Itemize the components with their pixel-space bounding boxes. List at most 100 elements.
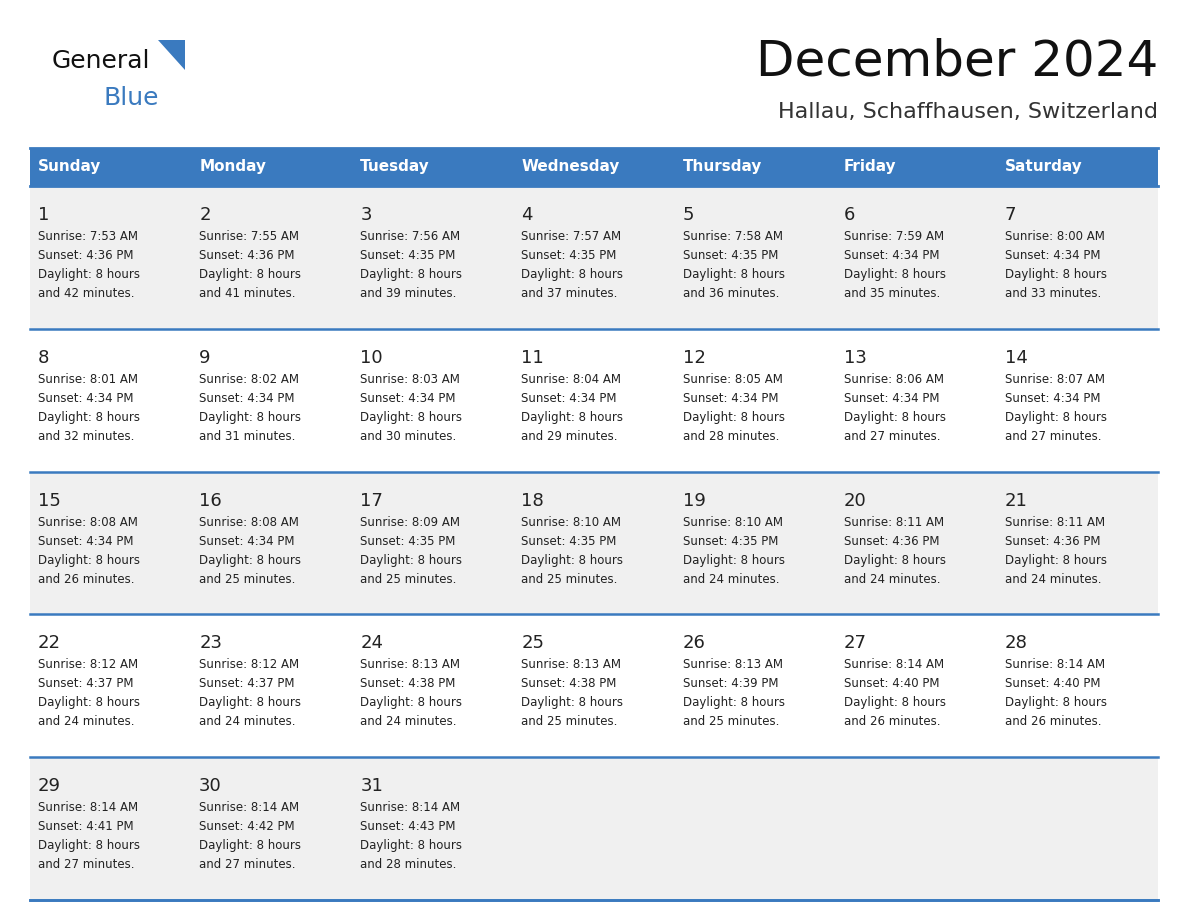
Text: and 42 minutes.: and 42 minutes. bbox=[38, 287, 134, 300]
Text: Sunrise: 8:13 AM: Sunrise: 8:13 AM bbox=[683, 658, 783, 671]
Text: Sunset: 4:42 PM: Sunset: 4:42 PM bbox=[200, 820, 295, 834]
Text: 24: 24 bbox=[360, 634, 384, 653]
Text: Sunset: 4:35 PM: Sunset: 4:35 PM bbox=[683, 534, 778, 548]
Text: Sunrise: 7:58 AM: Sunrise: 7:58 AM bbox=[683, 230, 783, 243]
Text: 14: 14 bbox=[1005, 349, 1028, 367]
Text: and 26 minutes.: and 26 minutes. bbox=[843, 715, 940, 728]
Text: Sunset: 4:34 PM: Sunset: 4:34 PM bbox=[360, 392, 456, 405]
Text: and 26 minutes.: and 26 minutes. bbox=[38, 573, 134, 586]
Text: Sunrise: 7:55 AM: Sunrise: 7:55 AM bbox=[200, 230, 299, 243]
Text: Daylight: 8 hours: Daylight: 8 hours bbox=[38, 697, 140, 710]
Text: Sunrise: 8:00 AM: Sunrise: 8:00 AM bbox=[1005, 230, 1105, 243]
Text: Sunset: 4:37 PM: Sunset: 4:37 PM bbox=[38, 677, 133, 690]
Text: Daylight: 8 hours: Daylight: 8 hours bbox=[843, 410, 946, 424]
Text: 4: 4 bbox=[522, 206, 533, 224]
Text: Daylight: 8 hours: Daylight: 8 hours bbox=[683, 268, 784, 281]
Text: Wednesday: Wednesday bbox=[522, 160, 620, 174]
Text: and 27 minutes.: and 27 minutes. bbox=[843, 430, 940, 442]
Text: and 25 minutes.: and 25 minutes. bbox=[522, 573, 618, 586]
Text: Sunset: 4:38 PM: Sunset: 4:38 PM bbox=[360, 677, 456, 690]
Text: Sunset: 4:36 PM: Sunset: 4:36 PM bbox=[1005, 534, 1100, 548]
Text: Daylight: 8 hours: Daylight: 8 hours bbox=[522, 268, 624, 281]
Text: 20: 20 bbox=[843, 492, 866, 509]
Text: Daylight: 8 hours: Daylight: 8 hours bbox=[200, 554, 301, 566]
Text: 30: 30 bbox=[200, 778, 222, 795]
Text: and 24 minutes.: and 24 minutes. bbox=[1005, 573, 1101, 586]
Text: 2: 2 bbox=[200, 206, 210, 224]
Text: 21: 21 bbox=[1005, 492, 1028, 509]
Text: and 28 minutes.: and 28 minutes. bbox=[683, 430, 779, 442]
Text: 18: 18 bbox=[522, 492, 544, 509]
Text: Saturday: Saturday bbox=[1005, 160, 1082, 174]
Text: Sunrise: 8:13 AM: Sunrise: 8:13 AM bbox=[360, 658, 460, 671]
Text: and 36 minutes.: and 36 minutes. bbox=[683, 287, 779, 300]
Text: Sunset: 4:36 PM: Sunset: 4:36 PM bbox=[843, 534, 940, 548]
Bar bbox=[353, 148, 513, 186]
Text: December 2024: December 2024 bbox=[756, 37, 1158, 85]
Text: Blue: Blue bbox=[105, 86, 159, 110]
Text: 29: 29 bbox=[38, 778, 61, 795]
Text: Sunrise: 8:14 AM: Sunrise: 8:14 AM bbox=[843, 658, 943, 671]
Text: Sunrise: 8:04 AM: Sunrise: 8:04 AM bbox=[522, 373, 621, 386]
Text: Sunrise: 8:11 AM: Sunrise: 8:11 AM bbox=[1005, 516, 1105, 529]
Bar bbox=[191, 148, 353, 186]
Bar bbox=[30, 757, 1158, 900]
Text: Daylight: 8 hours: Daylight: 8 hours bbox=[522, 697, 624, 710]
Text: and 26 minutes.: and 26 minutes. bbox=[1005, 715, 1101, 728]
Text: and 25 minutes.: and 25 minutes. bbox=[683, 715, 779, 728]
Text: and 28 minutes.: and 28 minutes. bbox=[360, 858, 456, 871]
Text: Sunrise: 8:12 AM: Sunrise: 8:12 AM bbox=[200, 658, 299, 671]
Text: Daylight: 8 hours: Daylight: 8 hours bbox=[360, 554, 462, 566]
Text: 1: 1 bbox=[38, 206, 50, 224]
Text: Sunrise: 8:08 AM: Sunrise: 8:08 AM bbox=[38, 516, 138, 529]
Bar bbox=[675, 148, 835, 186]
Text: Sunrise: 8:11 AM: Sunrise: 8:11 AM bbox=[843, 516, 943, 529]
Text: Sunrise: 8:13 AM: Sunrise: 8:13 AM bbox=[522, 658, 621, 671]
Text: Monday: Monday bbox=[200, 160, 266, 174]
Text: Daylight: 8 hours: Daylight: 8 hours bbox=[843, 697, 946, 710]
Text: 25: 25 bbox=[522, 634, 544, 653]
Text: 26: 26 bbox=[683, 634, 706, 653]
Text: Sunset: 4:34 PM: Sunset: 4:34 PM bbox=[200, 392, 295, 405]
Text: 8: 8 bbox=[38, 349, 50, 367]
Text: Sunset: 4:40 PM: Sunset: 4:40 PM bbox=[843, 677, 940, 690]
Text: Sunset: 4:34 PM: Sunset: 4:34 PM bbox=[522, 392, 617, 405]
Text: Sunset: 4:34 PM: Sunset: 4:34 PM bbox=[683, 392, 778, 405]
Text: and 39 minutes.: and 39 minutes. bbox=[360, 287, 456, 300]
Text: Sunrise: 8:01 AM: Sunrise: 8:01 AM bbox=[38, 373, 138, 386]
Text: Sunrise: 7:56 AM: Sunrise: 7:56 AM bbox=[360, 230, 461, 243]
Text: Sunrise: 8:10 AM: Sunrise: 8:10 AM bbox=[522, 516, 621, 529]
Text: Sunrise: 8:14 AM: Sunrise: 8:14 AM bbox=[38, 801, 138, 814]
Text: and 33 minutes.: and 33 minutes. bbox=[1005, 287, 1101, 300]
Text: Daylight: 8 hours: Daylight: 8 hours bbox=[38, 268, 140, 281]
Text: and 24 minutes.: and 24 minutes. bbox=[38, 715, 134, 728]
Text: Sunday: Sunday bbox=[38, 160, 101, 174]
Text: Sunset: 4:37 PM: Sunset: 4:37 PM bbox=[200, 677, 295, 690]
Text: 9: 9 bbox=[200, 349, 210, 367]
Text: Daylight: 8 hours: Daylight: 8 hours bbox=[522, 410, 624, 424]
Text: Hallau, Schaffhausen, Switzerland: Hallau, Schaffhausen, Switzerland bbox=[778, 102, 1158, 122]
Text: Sunrise: 8:14 AM: Sunrise: 8:14 AM bbox=[200, 801, 299, 814]
Text: Daylight: 8 hours: Daylight: 8 hours bbox=[683, 697, 784, 710]
Text: Sunrise: 8:03 AM: Sunrise: 8:03 AM bbox=[360, 373, 460, 386]
Text: General: General bbox=[52, 49, 151, 73]
Text: Sunrise: 8:14 AM: Sunrise: 8:14 AM bbox=[360, 801, 461, 814]
Text: Daylight: 8 hours: Daylight: 8 hours bbox=[360, 697, 462, 710]
Text: Daylight: 8 hours: Daylight: 8 hours bbox=[200, 839, 301, 852]
Text: 22: 22 bbox=[38, 634, 61, 653]
Bar bbox=[30, 148, 191, 186]
Text: Sunset: 4:35 PM: Sunset: 4:35 PM bbox=[683, 249, 778, 262]
Text: and 27 minutes.: and 27 minutes. bbox=[1005, 430, 1101, 442]
Text: Daylight: 8 hours: Daylight: 8 hours bbox=[38, 554, 140, 566]
Text: Daylight: 8 hours: Daylight: 8 hours bbox=[1005, 268, 1107, 281]
Text: 13: 13 bbox=[843, 349, 866, 367]
Text: and 29 minutes.: and 29 minutes. bbox=[522, 430, 618, 442]
Text: and 27 minutes.: and 27 minutes. bbox=[200, 858, 296, 871]
Polygon shape bbox=[158, 40, 185, 70]
Text: Sunrise: 8:05 AM: Sunrise: 8:05 AM bbox=[683, 373, 783, 386]
Text: Thursday: Thursday bbox=[683, 160, 762, 174]
Text: Daylight: 8 hours: Daylight: 8 hours bbox=[200, 268, 301, 281]
Text: Sunset: 4:34 PM: Sunset: 4:34 PM bbox=[843, 249, 940, 262]
Text: 12: 12 bbox=[683, 349, 706, 367]
Text: Daylight: 8 hours: Daylight: 8 hours bbox=[360, 839, 462, 852]
